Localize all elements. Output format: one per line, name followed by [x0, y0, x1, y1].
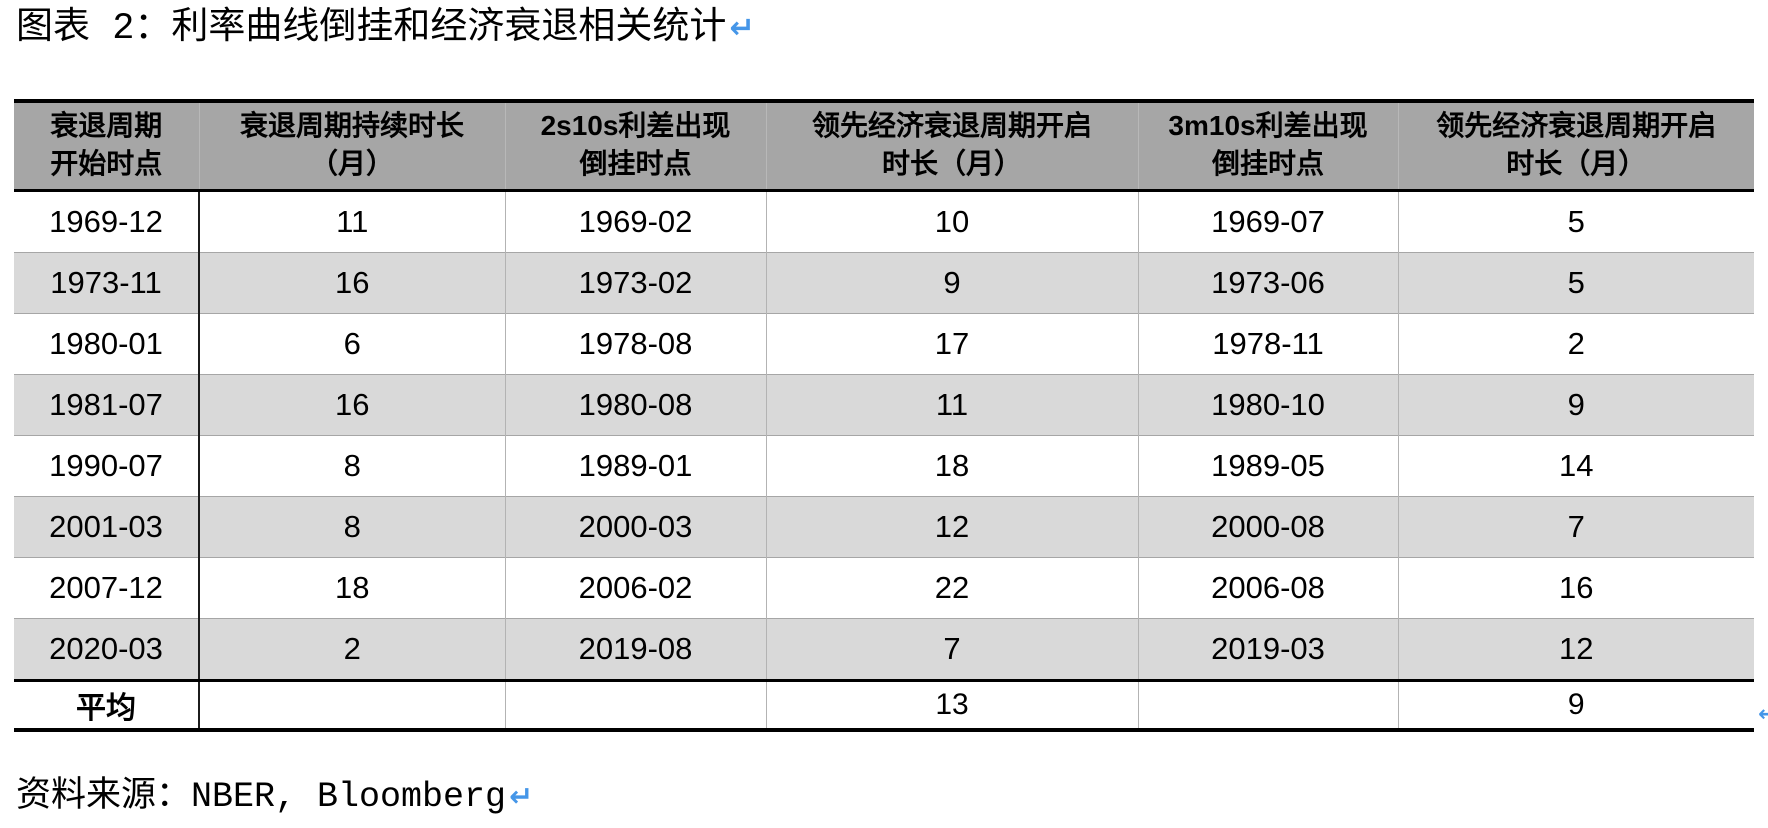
table-cell: 16 [1397, 557, 1754, 619]
header-row: 衰退周期 开始时点 衰退周期持续时长 （月） 2s10s利差出现 倒挂时点 领先经济衰… [14, 101, 1754, 192]
source-text: 资料来源：NBER, Bloomberg [16, 777, 507, 817]
column-header-2s10s-inversion: 2s10s利差出现 倒挂时点 [504, 101, 766, 192]
table-cell: 2 [1397, 313, 1754, 375]
table-cell: 2001-03 [14, 496, 199, 558]
table-cell: 2019-08 [504, 618, 766, 681]
table-row: 1981-07 16 1980-08 11 1980-10 9 [14, 374, 1754, 436]
table-cell [198, 679, 505, 730]
column-header-2s10s-lead: 领先经济衰退周期开启 时长（月） [765, 101, 1138, 192]
table-cell: 2006-08 [1137, 557, 1398, 619]
table-cell: 16 [198, 374, 505, 436]
column-header-recession-start: 衰退周期 开始时点 [14, 101, 199, 192]
table-cell: 2000-08 [1137, 496, 1398, 558]
table-row: 2001-03 8 2000-03 12 2000-08 7 [14, 496, 1754, 558]
table-cell: 5 [1397, 252, 1754, 314]
header-line: 2s10s利差出现 [540, 110, 731, 141]
table-cell: 1969-02 [504, 190, 766, 253]
column-header-3m10s-inversion: 3m10s利差出现 倒挂时点 [1137, 101, 1398, 192]
table-cell: 11 [765, 374, 1138, 436]
header-line: 时长（月） [881, 148, 1022, 179]
table-cell: 2020-03 [14, 618, 199, 681]
source-note: 资料来源：NBER, Bloomberg ↵ [16, 774, 1768, 819]
return-mark-icon: ↵ [509, 779, 534, 813]
header-line: 倒挂时点 [1211, 148, 1324, 179]
table-row: 1990-07 8 1989-01 18 1989-05 14 [14, 435, 1754, 497]
table-cell: 1969-12 [14, 190, 199, 253]
table-cell: 7 [765, 618, 1138, 681]
table-cell: 1989-01 [504, 435, 766, 497]
return-mark-icon: ↵ [1758, 702, 1768, 727]
header-line: 开始时点 [50, 148, 163, 179]
table-cell [504, 679, 766, 730]
table-cell: 11 [198, 190, 505, 253]
table-cell: 9 [765, 252, 1138, 314]
table-cell: 12 [1397, 618, 1754, 681]
table-cell: 10 [765, 190, 1138, 253]
figure-title-text: 图表 2：利率曲线倒挂和经济衰退相关统计 [16, 8, 727, 50]
table-cell: 1978-08 [504, 313, 766, 375]
header-line: （月） [309, 148, 394, 179]
table-cell [1137, 679, 1398, 730]
table-row: 2007-12 18 2006-02 22 2006-08 16 [14, 557, 1754, 619]
header-line: 领先经济衰退周期开启 [811, 110, 1092, 141]
table-cell: 13 [765, 679, 1138, 730]
header-line: 衰退周期 [50, 110, 163, 141]
column-header-3m10s-lead: 领先经济衰退周期开启 时长（月） [1397, 101, 1754, 192]
table-cell: 2019-03 [1137, 618, 1398, 681]
header-line: 领先经济衰退周期开启 [1436, 110, 1717, 141]
table-cell: 1973-02 [504, 252, 766, 314]
table-cell: 17 [765, 313, 1138, 375]
column-header-recession-duration: 衰退周期持续时长 （月） [198, 101, 505, 192]
table-cell: 2000-03 [504, 496, 766, 558]
header-line: 衰退周期持续时长 [239, 110, 464, 141]
table-cell: 9 [1397, 679, 1754, 730]
header-line: 3m10s利差出现 [1168, 110, 1368, 141]
table-cell: 1969-07 [1137, 190, 1398, 253]
table-cell: 6 [198, 313, 505, 375]
table-cell: 8 [198, 435, 505, 497]
table-cell: 22 [765, 557, 1138, 619]
table-cell: 1980-08 [504, 374, 766, 436]
table-row: 1973-11 16 1973-02 9 1973-06 5 [14, 252, 1754, 314]
table-cell: 1973-06 [1137, 252, 1398, 314]
table-cell: 8 [198, 496, 505, 558]
header-line: 时长（月） [1506, 148, 1647, 179]
table-row: 1980-01 6 1978-08 17 1978-11 2 [14, 313, 1754, 375]
average-label-cell: 平均 [14, 679, 199, 730]
table-cell: 1989-05 [1137, 435, 1398, 497]
table-cell: 1990-07 [14, 435, 199, 497]
table-cell: 2006-02 [504, 557, 766, 619]
table-row: 2020-03 2 2019-08 7 2019-03 12 [14, 618, 1754, 681]
table-cell: 14 [1397, 435, 1754, 497]
table-cell: 18 [765, 435, 1138, 497]
table-cell: 18 [198, 557, 505, 619]
average-row: 平均 13 9 [14, 679, 1754, 730]
table-row: 1969-12 11 1969-02 10 1969-07 5 [14, 190, 1754, 253]
return-mark-icon: ↵ [729, 11, 755, 46]
table-cell: 1973-11 [14, 252, 199, 314]
header-line: 倒挂时点 [579, 148, 692, 179]
table-cell: 9 [1397, 374, 1754, 436]
figure-title: 图表 2：利率曲线倒挂和经济衰退相关统计↵ [0, 0, 1768, 52]
table-cell: 2007-12 [14, 557, 199, 619]
table-cell: 7 [1397, 496, 1754, 558]
table-cell: 16 [198, 252, 505, 314]
table-cell: 2 [198, 618, 505, 681]
table-cell: 1980-10 [1137, 374, 1398, 436]
table-cell: 5 [1397, 190, 1754, 253]
table-cell: 1978-11 [1137, 313, 1398, 375]
table-cell: 1981-07 [14, 374, 199, 436]
recession-statistics-table: 衰退周期 开始时点 衰退周期持续时长 （月） 2s10s利差出现 倒挂时点 领先经济衰… [14, 99, 1754, 732]
table-cell: 12 [765, 496, 1138, 558]
table-cell: 1980-01 [14, 313, 199, 375]
